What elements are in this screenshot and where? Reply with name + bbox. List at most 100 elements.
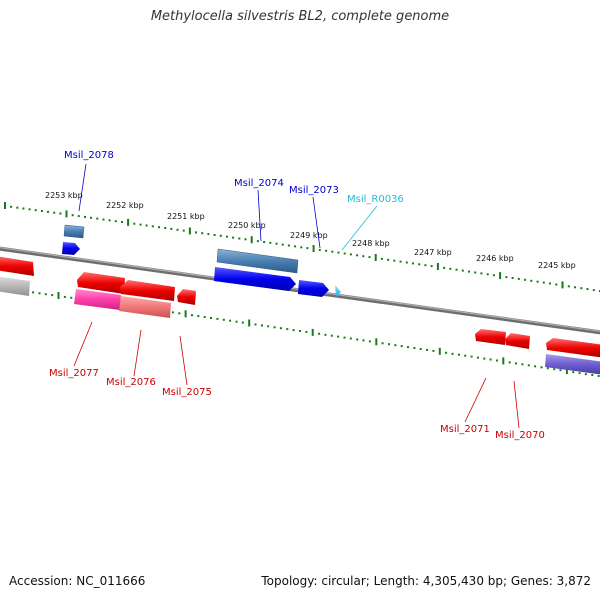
scale-lower-minor-tick xyxy=(337,335,340,338)
scale-lower-minor-tick xyxy=(44,293,47,296)
scale-lower-minor-tick xyxy=(578,372,581,375)
gene-right-purple-fragment[interactable] xyxy=(545,354,600,375)
gene-left-gray-fragment[interactable] xyxy=(0,276,30,296)
gene-msil-2074[interactable] xyxy=(214,267,296,291)
leader-msil-2078 xyxy=(78,163,87,212)
scale-upper-major-tick xyxy=(312,245,315,252)
scale-lower-minor-tick xyxy=(38,292,41,295)
scale-upper-minor-tick xyxy=(505,276,508,279)
scale-upper-minor-tick xyxy=(108,219,111,222)
label-msil-r0036[interactable]: Msil_R0036 xyxy=(347,194,404,205)
scale-upper-minor-tick xyxy=(300,246,303,249)
scale-lower-minor-tick xyxy=(407,346,409,349)
scale-lower-minor-tick xyxy=(197,315,200,318)
gene-msil-2077[interactable] xyxy=(74,289,121,310)
leader-msil-2070 xyxy=(513,380,520,429)
scale-upper-minor-tick xyxy=(281,243,284,246)
scale-lower-minor-tick xyxy=(349,337,352,340)
scale-upper-minor-tick xyxy=(84,215,86,218)
scale-lower-minor-tick xyxy=(457,353,460,356)
label-msil-2070[interactable]: Msil_2070 xyxy=(495,430,545,441)
scale-lower-minor-tick xyxy=(553,368,556,371)
map-title: Methylocella silvestris BL2, complete ge… xyxy=(150,9,450,24)
scale-lower-minor-tick xyxy=(496,359,498,362)
scale-lower-minor-tick xyxy=(400,345,403,348)
label-msil-2074[interactable]: Msil_2074 xyxy=(234,178,284,189)
gene-msil-2078[interactable] xyxy=(62,242,80,255)
scale-lower-major-tick xyxy=(565,367,568,375)
scale-lower-minor-tick xyxy=(368,340,371,343)
scale-lower-minor-tick xyxy=(235,320,238,323)
gene-msil-2070[interactable] xyxy=(505,333,530,349)
scale-label-2246: 2246 kbp xyxy=(476,254,514,263)
scale-upper-minor-tick xyxy=(10,205,13,208)
scale-lower-minor-tick xyxy=(63,295,66,298)
scale-upper-minor-tick xyxy=(16,206,19,209)
scale-upper-minor-tick xyxy=(287,244,290,247)
gene-left-red-fragment[interactable] xyxy=(0,256,34,276)
scale-lower-minor-tick xyxy=(470,355,473,358)
scale-upper-minor-tick xyxy=(201,232,204,235)
leader-msil-2071 xyxy=(464,377,487,423)
scale-upper-minor-tick xyxy=(34,209,37,212)
scale-lower-minor-tick xyxy=(178,312,181,315)
label-msil-2077[interactable]: Msil_2077 xyxy=(49,368,99,379)
gene-msil-2076[interactable] xyxy=(119,296,171,318)
scale-upper-major-tick xyxy=(250,236,253,244)
gene-msil-2078-cds[interactable] xyxy=(63,224,85,239)
label-msil-2075[interactable]: Msil_2075 xyxy=(162,387,212,398)
scale-lower-minor-tick xyxy=(464,354,467,357)
scale-upper-major-tick xyxy=(65,210,68,218)
scale-lower-minor-tick xyxy=(419,348,422,350)
scale-upper-minor-tick xyxy=(492,274,495,277)
scale-upper-minor-tick xyxy=(207,233,210,236)
leader-msil-2077 xyxy=(73,321,93,367)
scale-upper-major-tick xyxy=(561,281,564,289)
gene-msil-2075-cds[interactable] xyxy=(177,289,196,305)
scale-lower-major-tick xyxy=(311,328,314,336)
scale-lower-major-tick xyxy=(248,319,251,327)
scale-upper-minor-tick xyxy=(555,283,558,286)
scale-lower-minor-tick xyxy=(229,319,232,322)
gene-msil-2071[interactable] xyxy=(475,329,506,345)
gene-msil-2077-cds[interactable] xyxy=(77,272,125,294)
scale-lower-minor-tick xyxy=(356,338,359,341)
scale-lower-minor-tick xyxy=(534,365,537,368)
scale-upper-minor-tick xyxy=(524,278,527,281)
gene-msil-2074-cds[interactable] xyxy=(216,248,299,274)
label-msil-2076[interactable]: Msil_2076 xyxy=(106,377,156,388)
scale-upper-minor-tick xyxy=(182,229,185,232)
scale-upper-minor-tick xyxy=(387,258,390,261)
gene-msil-2073[interactable] xyxy=(298,280,329,297)
scale-upper-minor-tick xyxy=(96,217,99,220)
scale-upper-minor-tick xyxy=(586,288,589,291)
scale-lower-major-tick xyxy=(184,310,187,318)
gene-right-red-fragment[interactable] xyxy=(546,338,600,358)
scale-lower-minor-tick xyxy=(362,339,365,342)
scale-lower-minor-tick xyxy=(559,369,562,372)
gene-msil-2076-cds[interactable] xyxy=(120,280,175,301)
scale-upper-minor-tick xyxy=(468,270,470,273)
scale-lower-minor-tick xyxy=(445,351,448,354)
label-msil-2071[interactable]: Msil_2071 xyxy=(440,424,490,435)
scale-lower-minor-tick xyxy=(292,329,295,332)
scale-upper-minor-tick xyxy=(47,210,49,213)
scale-label-2251: 2251 kbp xyxy=(167,212,205,221)
scale-upper-minor-tick xyxy=(219,234,222,237)
scale-upper-minor-tick xyxy=(90,216,93,219)
scale-lower-major-tick xyxy=(375,338,378,346)
scale-upper-minor-tick xyxy=(232,236,235,239)
label-msil-2078[interactable]: Msil_2078 xyxy=(64,150,114,161)
scale-upper-minor-tick xyxy=(145,224,148,227)
scale-upper-minor-tick xyxy=(549,282,551,285)
scale-upper-minor-tick xyxy=(71,214,74,217)
scale-upper-minor-tick xyxy=(399,260,402,263)
gene-msil-r0036[interactable] xyxy=(335,285,341,297)
scale-ticks-upper xyxy=(4,202,600,292)
leader-msil-2073 xyxy=(312,196,321,249)
scale-upper-minor-tick xyxy=(536,280,539,283)
scale-lower-minor-tick xyxy=(388,343,390,346)
label-msil-2073[interactable]: Msil_2073 xyxy=(289,185,339,196)
scale-lower-minor-tick xyxy=(413,347,416,349)
scale-lower-minor-tick xyxy=(32,291,35,294)
